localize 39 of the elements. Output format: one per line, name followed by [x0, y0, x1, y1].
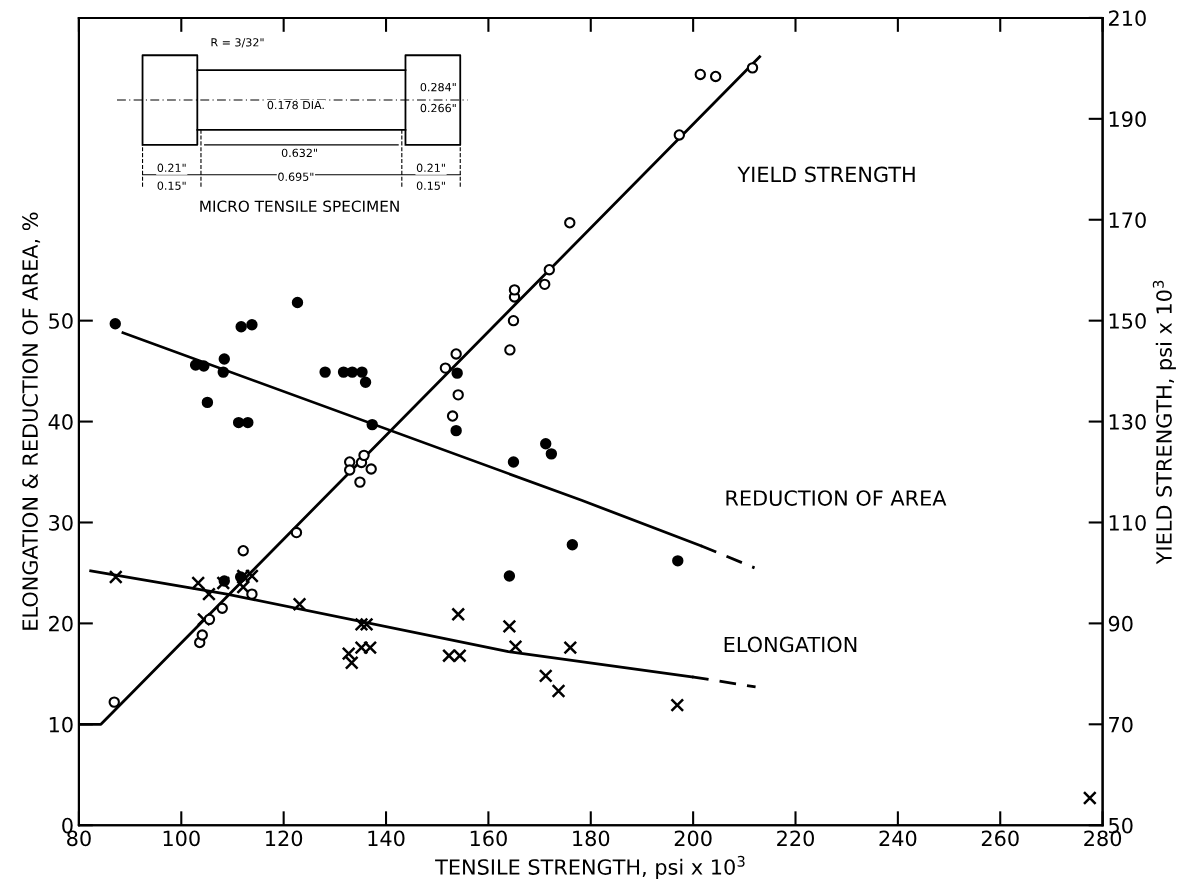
- annotation: 0.15": [416, 181, 445, 190]
- x-tick-label: 120: [266, 830, 303, 847]
- annotation: 0.284": [420, 82, 456, 92]
- series-label: ELONGATION: [724, 636, 857, 653]
- x-tick-label: 220: [777, 830, 814, 847]
- y2-tick-label: 90: [1108, 615, 1133, 632]
- annotation: 0.632": [281, 148, 317, 158]
- y2-axis-title: YIELD STRENGTH, psi x 10$^{3}$: [1152, 280, 1176, 565]
- text: REDUCTION OF AREA: [726, 490, 947, 506]
- x-tick-label: 240: [879, 830, 917, 847]
- y2-tick-label: 190: [1109, 111, 1146, 128]
- annotation: 0.15": [157, 181, 186, 190]
- y2-tick-label: 170: [1109, 212, 1146, 228]
- x-tick-label: 260: [981, 830, 1019, 847]
- y-tick-label: 40: [48, 414, 73, 430]
- x-tick-label: 180: [573, 830, 610, 847]
- y-tick-label: 30: [49, 514, 73, 531]
- y-axis-title: ELONGATION & REDUCTION OF AREA, %: [22, 212, 41, 630]
- text: YIELD STRENGTH: [737, 166, 915, 183]
- annotation: 0.178 DIA.: [267, 100, 324, 110]
- annotation: 0.695": [278, 172, 314, 181]
- annotation: 0.266": [420, 103, 456, 113]
- y-tick-label: 10: [49, 716, 73, 733]
- y2-tick-label: 150: [1109, 313, 1146, 329]
- y2-tick-label: 210: [1109, 10, 1146, 27]
- annotation: MICRO TENSILE SPECIMEN: [200, 200, 399, 213]
- x-tick-label: 160: [470, 830, 507, 847]
- y2-tick-label: 130: [1109, 414, 1146, 430]
- y-tick-label: 20: [49, 615, 73, 632]
- x-tick-label: 100: [163, 830, 200, 847]
- y2-tick-label: 70: [1109, 716, 1133, 733]
- annotation: 0.21": [416, 163, 445, 172]
- x-tick-label: 200: [674, 830, 712, 847]
- y-tick-label: 50: [49, 313, 73, 329]
- y2-tick-label: 110: [1109, 514, 1146, 531]
- x-axis-title: TENSILE STRENGTH, psi x 10$^{3}$: [435, 855, 745, 879]
- annotation: 0.21": [157, 163, 186, 172]
- x-tick-label: 140: [368, 830, 405, 847]
- annotation: R = 3/32": [211, 38, 264, 48]
